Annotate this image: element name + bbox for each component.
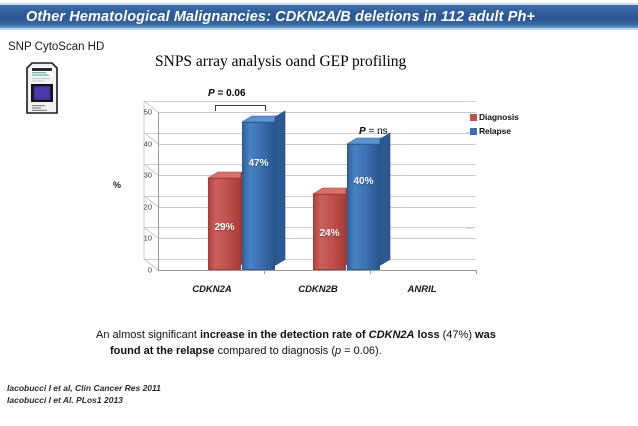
caption-bold-1: increase in the detection rate of (199, 329, 369, 341)
gridline-back-20 (144, 195, 476, 197)
bar-value-label: 40% (353, 175, 374, 187)
y-tick-20: 20 (143, 202, 152, 212)
citation-line-2: Iacobucci I et Al. PLos1 2013 (7, 395, 123, 405)
gridline-stub (466, 164, 473, 165)
bar-front-face (313, 194, 346, 270)
bar-side-face (274, 109, 286, 266)
significance-bracket (215, 105, 266, 111)
bar-value-label: 29% (214, 222, 235, 234)
bar-cdkn2a-relapse: 47% (240, 109, 287, 270)
caption-text: An almost significant increase in the de… (96, 327, 548, 359)
gridline-40 (158, 143, 476, 145)
bar-front-face (242, 121, 275, 270)
y-tick-10: 10 (143, 233, 152, 243)
legend-label-diagnosis: Diagnosis (479, 112, 519, 122)
caption-part-3: compared to diagnosis ( (214, 345, 335, 357)
gridline-back-50 (144, 101, 476, 102)
snp-array-chip-icon (26, 62, 58, 114)
x-category-cdkn2b: CDKN2B (298, 284, 338, 295)
caption-p-symbol: p (334, 345, 342, 357)
caption-gene-name: CDKN2A (368, 329, 415, 341)
page-title: Other Hematological Malignancies: CDKN2A… (26, 8, 535, 25)
caption-bold-2: loss (414, 329, 440, 341)
bar-front-face (208, 178, 241, 270)
caption-part-2: (47%) (439, 329, 476, 341)
pvalue-annotation-cdkn2a: P = 0.06 (208, 88, 246, 99)
caption-part-1: An almost significant (96, 329, 200, 341)
x-axis-line (158, 270, 476, 271)
y-axis-label: % (113, 180, 122, 190)
pvalue-value: = 0.06 (214, 88, 246, 99)
bar-chart: % (110, 88, 530, 298)
caption-part-4: = 0.06). (341, 345, 382, 357)
gridline-stub (466, 228, 473, 229)
legend-swatch-relapse (470, 127, 477, 135)
axis-depth-lines (143, 100, 159, 271)
y-tick-40: 40 (143, 139, 152, 149)
bar-value-label: 47% (248, 157, 269, 169)
y-tick-50: 50 (143, 107, 152, 117)
slide-title-bar: Other Hematological Malignancies: CDKN2A… (0, 3, 638, 30)
chart-title: SNPS array analysis oand GEP profiling (155, 53, 407, 70)
pvalue-value: = ns (365, 126, 388, 137)
citation-footer: Iacobucci I et al, Clin Cancer Res 2011 … (7, 382, 161, 406)
pvalue-annotation-cdkn2b: P = ns (359, 126, 388, 137)
bar-cdkn2a-diagnosis: 29% (206, 166, 253, 270)
plot-area: 29% 47% (143, 100, 476, 271)
gridline-back-40 (144, 132, 476, 134)
x-axis-tick (476, 270, 477, 274)
bar-cdkn2b-diagnosis: 24% (311, 182, 358, 270)
platform-label: SNP CytoScan HD (8, 41, 105, 53)
gridline-back-0 (144, 259, 476, 260)
legend-label-relapse: Relapse (479, 126, 511, 136)
y-tick-30: 30 (143, 170, 152, 180)
x-category-anril: ANRIL (407, 284, 437, 295)
gridline-back-30 (144, 164, 476, 166)
citation-line-1: Iacobucci I et al, Clin Cancer Res 2011 (7, 383, 161, 393)
gridline-stub (466, 132, 473, 133)
pvalue-symbol: P (208, 88, 215, 99)
x-axis-tick (264, 270, 265, 274)
caption-bold-4: found at the relapse (110, 345, 215, 357)
y-tick-0: 0 (147, 265, 152, 275)
gridline-stub (466, 259, 473, 260)
gridline-50 (158, 112, 476, 113)
pvalue-symbol: P (359, 126, 366, 137)
x-axis-tick (370, 270, 371, 274)
bar-side-face (379, 132, 391, 266)
y-axis-line (158, 112, 159, 270)
bar-value-label: 24% (319, 228, 340, 240)
caption-bold-3: was (475, 329, 496, 341)
x-category-cdkn2a: CDKN2A (192, 284, 232, 295)
gridline-back-10 (144, 227, 476, 229)
legend-item-diagnosis[interactable]: Diagnosis (470, 112, 519, 122)
bar-front-face (347, 143, 380, 270)
gridline-30 (158, 175, 476, 177)
legend-item-relapse[interactable]: Relapse (470, 126, 519, 136)
legend-swatch-diagnosis (470, 113, 477, 121)
gridline-stub (466, 101, 473, 102)
chart-legend: Diagnosis Relapse (470, 112, 519, 140)
bar-cdkn2b-relapse: 40% (345, 132, 392, 270)
gridline-stub (466, 196, 473, 197)
